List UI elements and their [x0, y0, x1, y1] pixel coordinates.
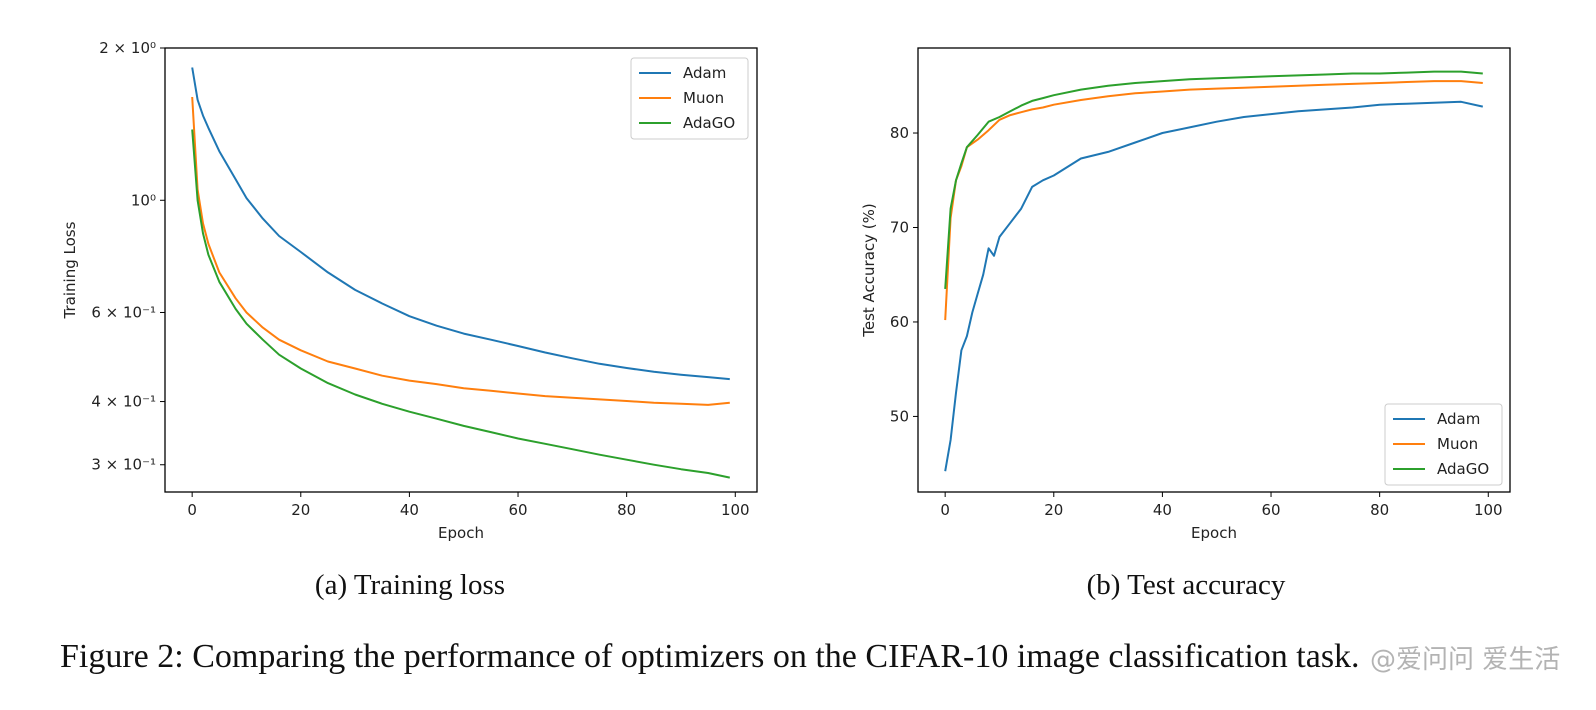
panel-training-loss: 0 20 40 60 80 100 2 × 10⁰ 10⁰ 6 × 10⁻¹ 4 × 10⁻¹ 3 … — [61, 39, 758, 542]
figure-caption: Figure 2: Comparing the performance of o… — [60, 638, 1360, 675]
legend-label: AdaGO — [683, 114, 735, 132]
series-line-adam — [191, 67, 730, 381]
series-line-adam — [944, 100, 1484, 472]
legend-label: AdaGO — [1437, 460, 1489, 478]
x-tick-label: 40 — [1153, 501, 1172, 519]
y-tick-label: 50 — [890, 407, 909, 425]
x-axis-label: Epoch — [1191, 524, 1237, 542]
legend-label: Adam — [683, 64, 726, 82]
x-tick-label: 100 — [721, 501, 750, 519]
x-tick-label: 0 — [187, 501, 197, 519]
y-tick-label: 4 × 10⁻¹ — [91, 393, 156, 411]
y-axis-label: Training Loss — [61, 221, 79, 319]
y-axis-label: Test Accuracy (%) — [860, 203, 878, 338]
x-tick-label: 80 — [1370, 501, 1389, 519]
x-tick-label: 20 — [291, 501, 310, 519]
axes-frame — [917, 47, 1511, 493]
x-tick-label: 100 — [1474, 501, 1503, 519]
series-line-adago — [944, 70, 1483, 289]
y-tick-label: 2 × 10⁰ — [99, 39, 156, 57]
x-tick-label: 60 — [508, 501, 527, 519]
legend-box — [1384, 403, 1503, 486]
axes-frame — [164, 47, 758, 493]
x-tick-label: 20 — [1044, 501, 1063, 519]
legend-label: Adam — [1437, 410, 1480, 428]
y-tick-label: 6 × 10⁻¹ — [91, 303, 156, 321]
series-line-muon — [191, 96, 730, 406]
x-axis-label: Epoch — [438, 524, 484, 542]
y-tick-label: 80 — [890, 124, 909, 142]
watermark: @爱问问 爱生活 — [1370, 645, 1560, 675]
x-tick-label: 0 — [940, 501, 950, 519]
y-tick-label: 70 — [890, 218, 909, 236]
y-tick-label: 60 — [890, 313, 909, 331]
panel-test-accuracy: 0 20 40 60 80 100 50 60 70 80 Epoch Test Accuracy (… — [860, 47, 1511, 542]
series-line-muon — [944, 80, 1483, 321]
legend-label: Muon — [1437, 435, 1478, 453]
subcaption-b: (b) Test accuracy — [1087, 569, 1286, 601]
legend-box — [630, 57, 749, 140]
series-line-adago — [191, 129, 731, 479]
x-tick-label: 40 — [400, 501, 419, 519]
y-tick-label: 3 × 10⁻¹ — [91, 456, 156, 474]
subcaption-a: (a) Training loss — [315, 569, 505, 601]
legend-label: Muon — [683, 89, 724, 107]
x-tick-label: 80 — [617, 501, 636, 519]
x-tick-label: 60 — [1261, 501, 1280, 519]
y-tick-label: 10⁰ — [131, 191, 156, 209]
